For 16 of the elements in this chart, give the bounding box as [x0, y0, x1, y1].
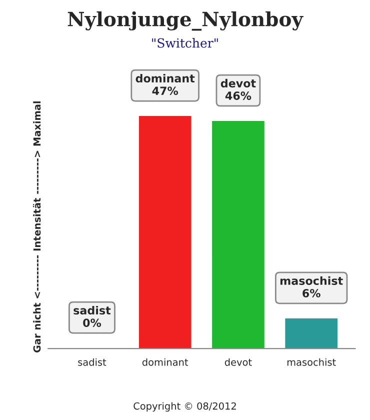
category-label: devot — [220, 78, 256, 88]
data-label: 6% — [302, 288, 320, 298]
data-label: 46% — [225, 92, 252, 100]
chart-title: Nylonjunge_Nylonboy — [68, 11, 304, 31]
x-tick-label: devot — [224, 358, 252, 366]
text: Copyright © 08/2012 — [134, 402, 236, 412]
data-label: 0% — [83, 318, 102, 328]
category-label: sadist — [74, 306, 111, 315]
category-label: masochist — [280, 276, 343, 285]
x-tick-label: sadist — [78, 358, 106, 366]
data-label: 47% — [152, 86, 178, 96]
y-axis-title: Gar nicht <--------- Intensität ---------> Maximal — [33, 101, 41, 352]
chart-subtitle: "Switcher" — [152, 38, 218, 48]
x-tick-label: masochist — [287, 358, 336, 366]
category-label: dominant — [136, 74, 195, 83]
x-tick-label: dominant — [142, 358, 188, 366]
